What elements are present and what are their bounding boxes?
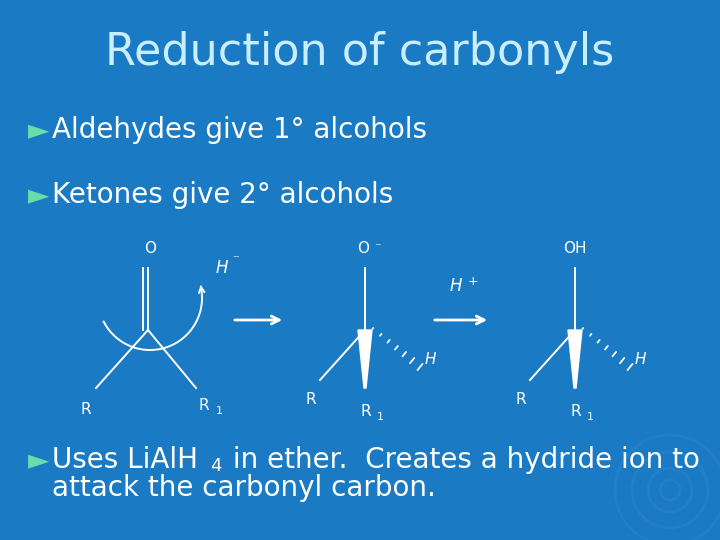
Text: O: O (144, 241, 156, 256)
Text: 1: 1 (587, 412, 594, 422)
Text: ►: ► (28, 116, 50, 144)
Text: Aldehydes give 1° alcohols: Aldehydes give 1° alcohols (52, 116, 427, 144)
Text: Reduction of carbonyls: Reduction of carbonyls (105, 30, 615, 73)
Text: ⁻: ⁻ (232, 253, 238, 267)
Text: 1: 1 (216, 406, 223, 416)
Text: H: H (450, 277, 462, 295)
Text: 4: 4 (210, 457, 222, 475)
Text: R: R (306, 392, 316, 407)
Text: ►: ► (28, 181, 50, 209)
Text: R: R (516, 392, 526, 407)
Text: R: R (198, 398, 209, 413)
Text: +: + (468, 275, 479, 288)
Text: Ketones give 2° alcohols: Ketones give 2° alcohols (52, 181, 393, 209)
Text: Uses LiAlH: Uses LiAlH (52, 446, 198, 474)
Text: H: H (425, 353, 436, 368)
Text: H: H (635, 353, 647, 368)
Text: in ether.  Creates a hydride ion to: in ether. Creates a hydride ion to (224, 446, 700, 474)
Text: O: O (357, 241, 369, 256)
Text: H: H (216, 259, 228, 277)
Text: attack the carbonyl carbon.: attack the carbonyl carbon. (52, 474, 436, 502)
Text: R: R (361, 404, 372, 419)
Polygon shape (568, 330, 582, 388)
Text: R: R (81, 402, 91, 417)
Text: ►: ► (28, 446, 50, 474)
Text: R: R (571, 404, 582, 419)
Text: 1: 1 (377, 412, 384, 422)
Text: ⁻: ⁻ (374, 241, 381, 254)
Polygon shape (358, 330, 372, 388)
Text: OH: OH (563, 241, 587, 256)
